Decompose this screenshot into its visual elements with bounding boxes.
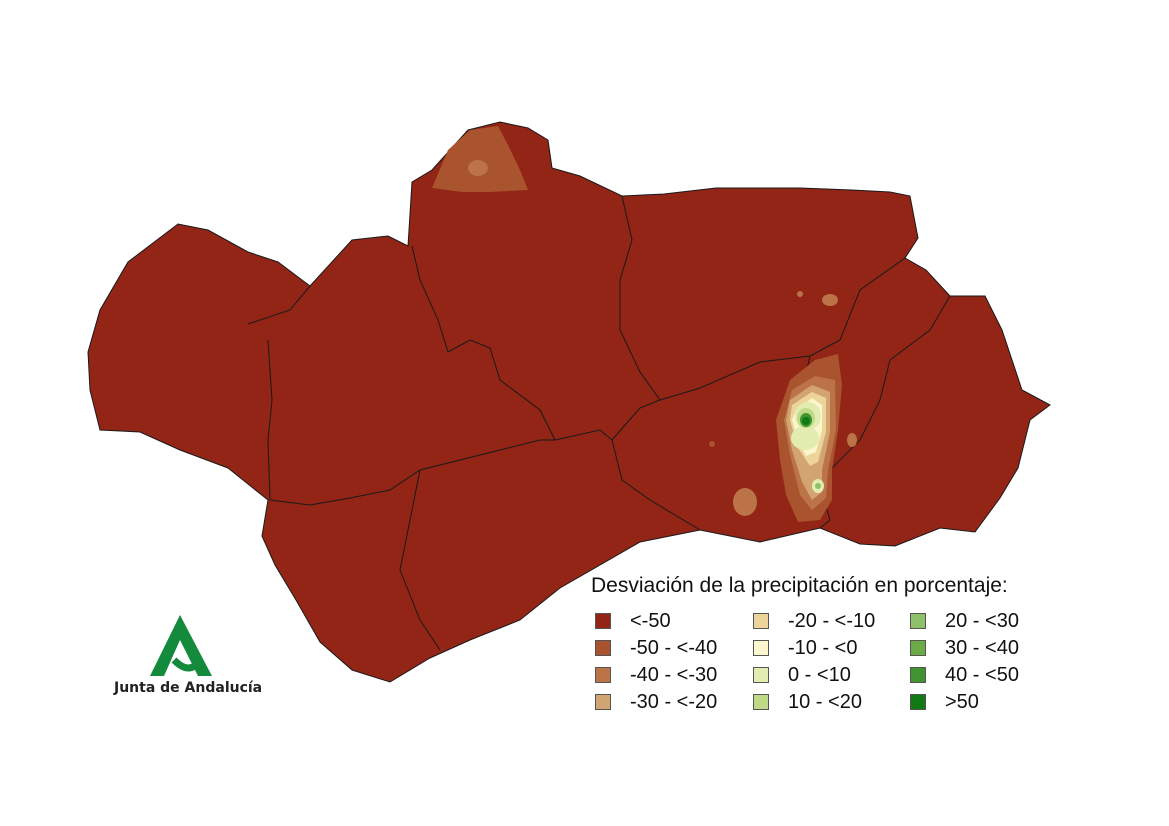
legend-label: 30 - <40 xyxy=(945,636,1019,659)
legend-swatch xyxy=(595,613,611,629)
legend-title: Desviación de la precipitación en porcen… xyxy=(591,574,1008,597)
legend-item: <-50 xyxy=(595,610,671,632)
anomaly-east-small xyxy=(797,291,838,306)
anomaly-granada xyxy=(776,354,857,522)
legend-label: 40 - <50 xyxy=(945,663,1019,686)
legend-item: 10 - <20 xyxy=(753,691,862,713)
legend-swatch xyxy=(595,667,611,683)
logo-text: Junta de Andalucía xyxy=(114,680,263,696)
legend-swatch xyxy=(595,640,611,656)
legend-swatch xyxy=(910,613,926,629)
legend-item: -20 - <-10 xyxy=(753,610,875,632)
legend-swatch xyxy=(910,640,926,656)
legend-swatch xyxy=(910,694,926,710)
legend-item: 40 - <50 xyxy=(910,664,1019,686)
legend-label: -40 - <-30 xyxy=(630,663,718,686)
legend-item: 30 - <40 xyxy=(910,637,1019,659)
legend-swatch xyxy=(753,694,769,710)
legend-label: 20 - <30 xyxy=(945,609,1019,632)
legend-label: -10 - <0 xyxy=(788,636,858,659)
legend-item: -40 - <-30 xyxy=(595,664,717,686)
legend-item: -50 - <-40 xyxy=(595,637,717,659)
andalucia-region xyxy=(87,121,1051,683)
legend-swatch xyxy=(753,640,769,656)
junta-andalucia-logo xyxy=(150,615,212,676)
legend-swatch xyxy=(753,667,769,683)
legend-label: 10 - <20 xyxy=(788,690,862,713)
legend-item: 20 - <30 xyxy=(910,610,1019,632)
legend-label: 0 - <10 xyxy=(788,663,851,686)
legend-label: >50 xyxy=(945,690,979,713)
legend-swatch xyxy=(595,694,611,710)
legend-swatch xyxy=(910,667,926,683)
anomaly-southwest-granada xyxy=(709,441,757,516)
legend-label: -50 - <-40 xyxy=(630,636,718,659)
anomaly-north xyxy=(432,126,528,192)
legend-item: -30 - <-20 xyxy=(595,691,717,713)
legend-item: 0 - <10 xyxy=(753,664,851,686)
legend-item: -10 - <0 xyxy=(753,637,857,659)
legend-label: -30 - <-20 xyxy=(630,690,718,713)
legend-swatch xyxy=(753,613,769,629)
legend-label: -20 - <-10 xyxy=(788,609,876,632)
legend-item: >50 xyxy=(910,691,979,713)
legend-label: <-50 xyxy=(630,609,671,632)
